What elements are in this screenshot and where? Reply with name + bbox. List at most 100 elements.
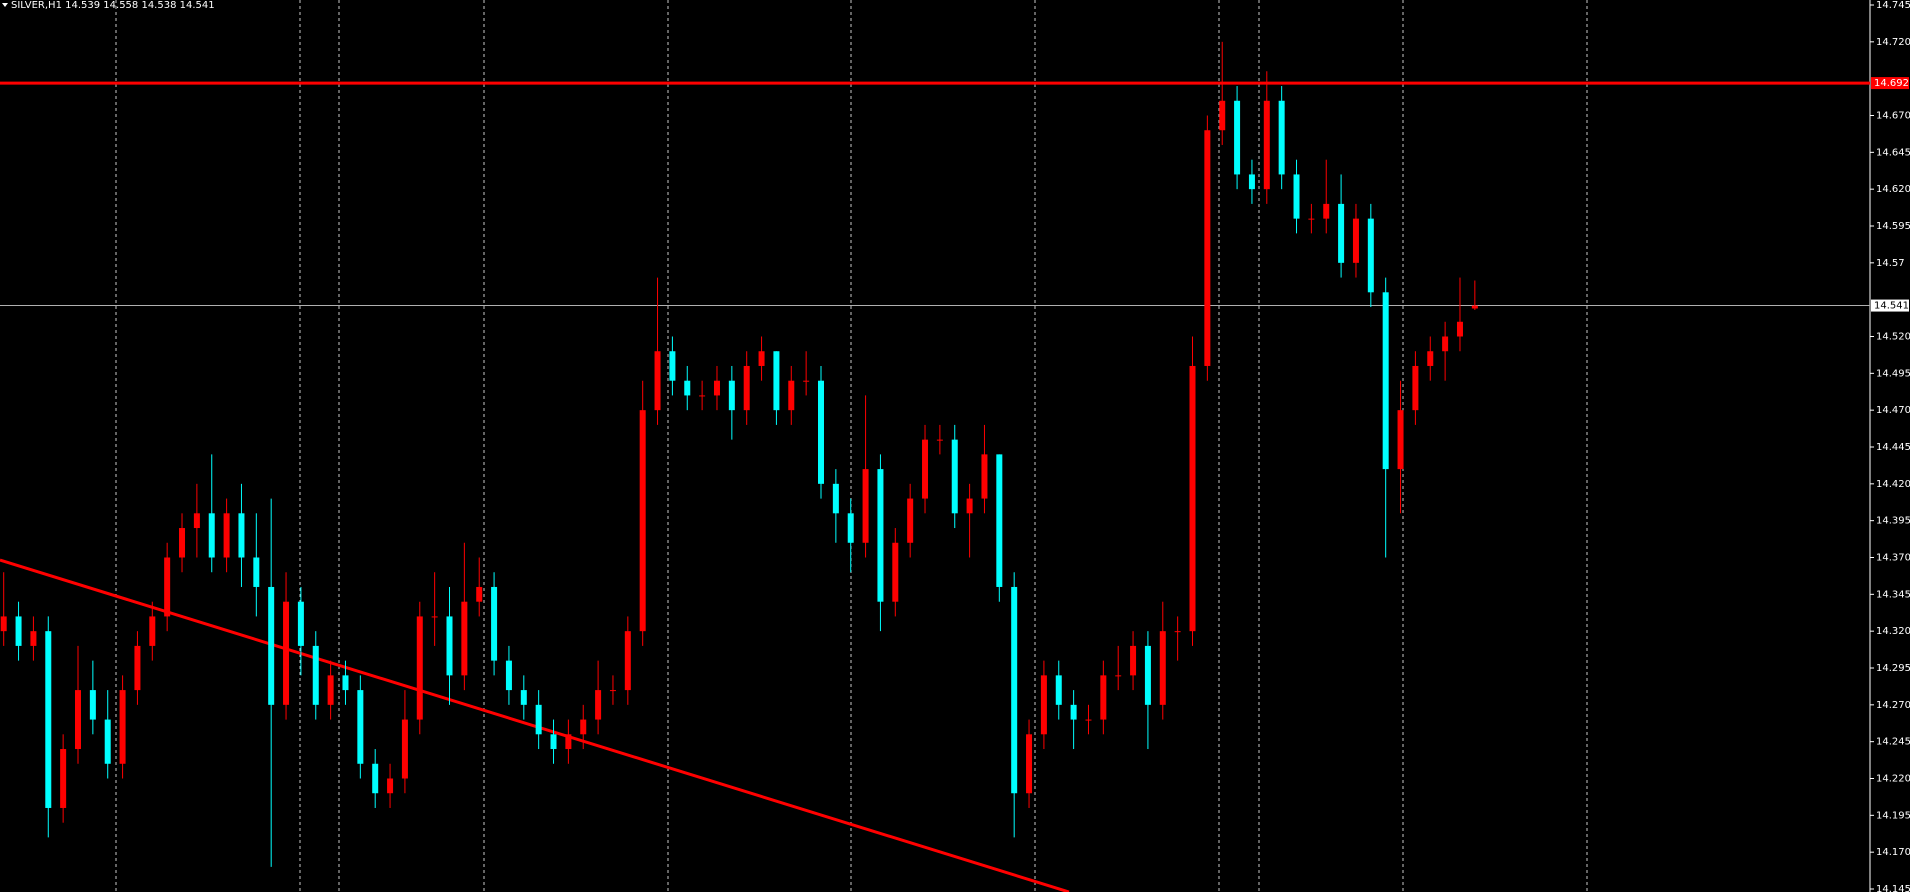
y-tick-label: 14.320	[1876, 626, 1910, 637]
y-tick-label: 14.370	[1876, 553, 1910, 564]
candle-body	[1040, 675, 1047, 735]
candle-body	[1204, 130, 1211, 366]
candle-body	[1278, 100, 1285, 175]
candle-body	[1115, 675, 1122, 677]
candle-body	[342, 675, 349, 691]
candle-body	[1144, 645, 1151, 705]
candle-body	[387, 778, 394, 794]
y-tick-label: 14.745	[1876, 0, 1910, 11]
candle-body	[1293, 174, 1300, 219]
candle-body	[1011, 586, 1018, 794]
candle-body	[283, 601, 290, 705]
candle-body	[104, 719, 111, 764]
y-tick-label: 14.470	[1876, 405, 1910, 416]
candle-body	[1367, 218, 1374, 293]
candle-body	[15, 616, 22, 646]
y-tick-label: 14.670	[1876, 111, 1910, 122]
candle-body	[1085, 719, 1092, 721]
level-label: 14.692	[1874, 78, 1909, 89]
candle-body	[0, 616, 7, 632]
y-tick-label: 14.620	[1876, 184, 1910, 195]
candle-body	[416, 616, 423, 720]
candle-body	[669, 351, 676, 381]
candle-body	[699, 395, 706, 397]
candle-body	[119, 690, 126, 764]
y-tick-label: 14.295	[1876, 663, 1910, 674]
current-price-label: 14.541	[1874, 301, 1909, 312]
candle-body	[788, 380, 795, 411]
candle-body	[401, 719, 408, 779]
candle-body	[297, 601, 304, 646]
candle-body	[1070, 704, 1077, 720]
candle-body	[1412, 365, 1419, 411]
candle-body	[30, 631, 37, 646]
y-tick-label: 14.445	[1876, 442, 1910, 453]
candle-body	[149, 616, 156, 646]
trend-line	[0, 558, 1070, 892]
candle-body	[758, 351, 765, 366]
candle-body	[520, 690, 527, 705]
candle-body	[1427, 351, 1434, 366]
session-grid	[115, 0, 1588, 892]
candle-body	[89, 690, 96, 720]
y-tick-label: 14.245	[1876, 737, 1910, 748]
candle-body	[134, 645, 141, 691]
candle-body	[1219, 100, 1226, 131]
candle-body	[327, 675, 334, 705]
candle-body	[550, 734, 557, 750]
candle-body	[877, 469, 884, 602]
candle-body	[312, 645, 319, 705]
candle-body	[179, 528, 186, 558]
candle-body	[713, 380, 720, 396]
candle-body	[773, 351, 780, 411]
candle-body	[461, 601, 468, 676]
candle-body	[1323, 203, 1330, 219]
candle-body	[832, 483, 839, 514]
candle-body	[1189, 365, 1196, 632]
candle-body	[491, 586, 498, 661]
candle-body	[1055, 675, 1062, 705]
candle-body	[268, 586, 275, 705]
candle-body	[45, 631, 52, 808]
candle-body	[1174, 631, 1181, 633]
y-tick-label: 14.145	[1876, 884, 1910, 892]
candle-body	[431, 616, 438, 618]
y-tick-label: 14.645	[1876, 147, 1910, 158]
candle-body	[609, 690, 616, 692]
current-price-box	[1871, 299, 1909, 312]
y-tick-label: 14.495	[1876, 368, 1910, 379]
candle-body	[1308, 218, 1315, 220]
candle-body	[684, 380, 691, 396]
y-tick-label: 14.420	[1876, 479, 1910, 490]
candle-body	[595, 690, 602, 720]
chart-title: SILVER,H1 14.539 14.558 14.538 14.541	[11, 0, 215, 11]
candle-body	[624, 631, 631, 691]
candle-body	[476, 586, 483, 602]
candle-body	[639, 410, 646, 632]
candle-body	[847, 513, 854, 543]
y-tick-label: 14.520	[1876, 332, 1910, 343]
y-tick-label: 14.345	[1876, 589, 1910, 600]
candle-body	[446, 616, 453, 676]
candle-body	[907, 498, 914, 543]
menu-arrow	[2, 3, 8, 7]
candle-body	[505, 660, 512, 691]
candle-body	[654, 351, 661, 411]
candle-body	[372, 763, 379, 794]
candle-body	[1442, 336, 1449, 352]
y-tick-label: 14.170	[1876, 847, 1910, 858]
candle-body	[951, 439, 958, 514]
candle-body	[223, 513, 230, 558]
candle-body	[1382, 292, 1389, 470]
candle-body	[743, 365, 750, 411]
y-tick-label: 14.270	[1876, 700, 1910, 711]
candle-body	[580, 719, 587, 735]
y-tick-label: 14.57	[1876, 258, 1905, 269]
candle-body	[922, 439, 929, 499]
candle-body	[1397, 410, 1404, 470]
y-tick-label: 14.395	[1876, 516, 1910, 527]
candle-body	[936, 439, 943, 441]
candle-body	[193, 513, 200, 529]
